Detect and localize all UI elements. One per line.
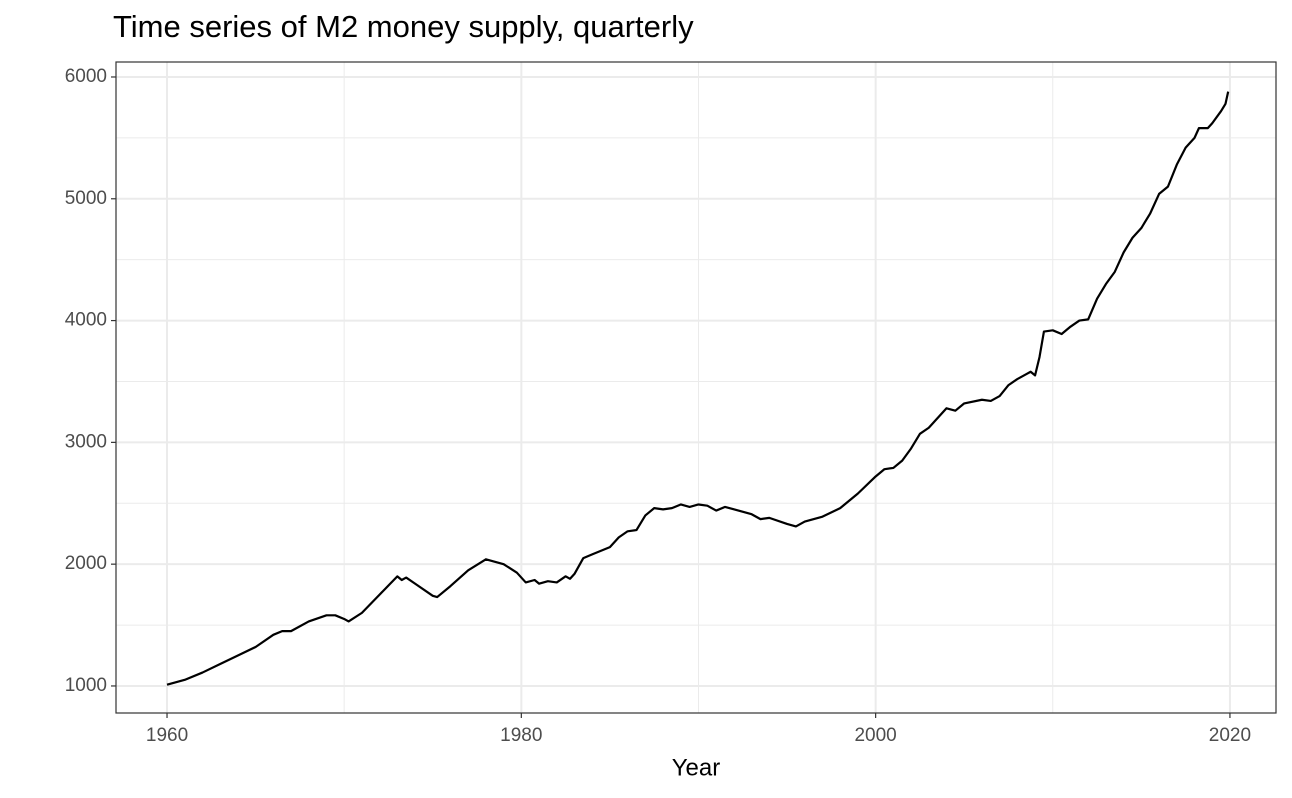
chart-title: Time series of M2 money supply, quarterl… <box>113 9 694 44</box>
x-tick-label: 1980 <box>500 725 542 746</box>
x-tick-label: 2020 <box>1209 725 1251 746</box>
y-tick-label: 4000 <box>65 310 107 331</box>
x-tick-label: 1960 <box>146 725 188 746</box>
data-line <box>166 91 1230 686</box>
plot-border <box>115 61 1277 714</box>
x-axis-title: Year <box>672 754 721 781</box>
y-tick-label: 6000 <box>65 66 107 87</box>
y-tick-label: 2000 <box>65 553 107 574</box>
y-tick-label: 5000 <box>65 188 107 209</box>
y-tick-label: 3000 <box>65 431 107 452</box>
y-tick-label: 1000 <box>65 675 107 696</box>
x-tick-label: 2000 <box>854 725 896 746</box>
